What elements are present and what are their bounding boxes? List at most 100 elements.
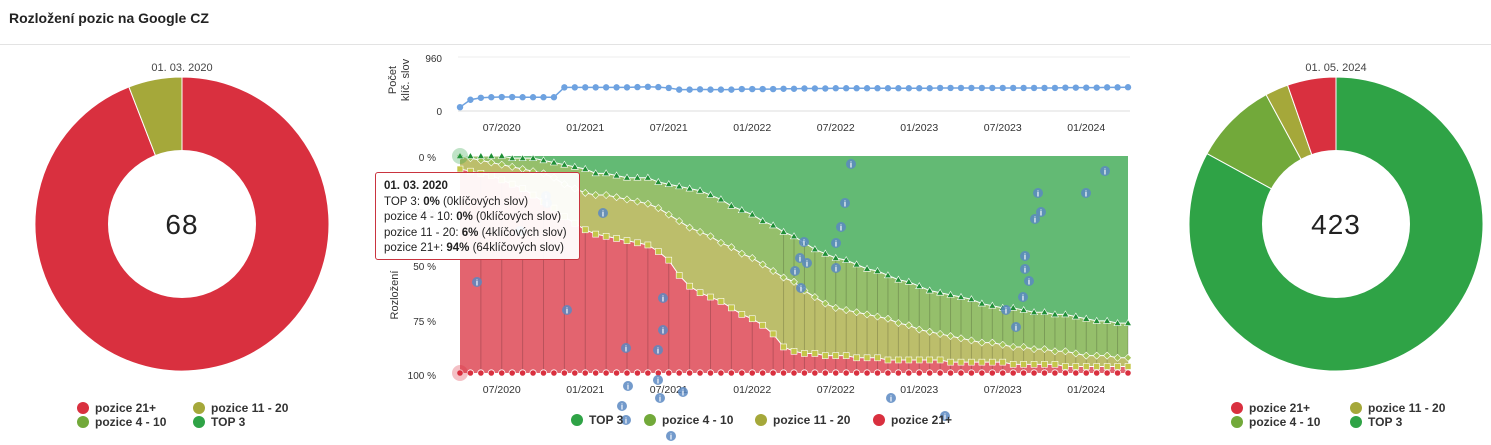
point-p410[interactable] bbox=[643, 199, 652, 208]
right-legend-item-top3[interactable]: TOP 3 bbox=[1350, 415, 1402, 429]
info-icon[interactable]: i bbox=[1011, 322, 1021, 332]
point-p410[interactable] bbox=[831, 303, 840, 312]
point-top3[interactable] bbox=[591, 169, 600, 177]
info-icon[interactable]: i bbox=[1033, 188, 1043, 198]
point-p21[interactable] bbox=[644, 369, 652, 377]
point-p1120[interactable] bbox=[1124, 363, 1132, 370]
info-icon[interactable]: i bbox=[621, 343, 631, 353]
point-top3[interactable] bbox=[1113, 318, 1122, 326]
point-p410[interactable] bbox=[685, 223, 694, 232]
info-icon[interactable]: i bbox=[1018, 292, 1028, 302]
point-p1120[interactable] bbox=[1093, 363, 1100, 370]
point-top3[interactable] bbox=[748, 210, 757, 218]
bottom-legend-item-p410[interactable]: pozice 4 - 10 bbox=[644, 413, 733, 427]
keyword-count-point[interactable] bbox=[947, 84, 954, 92]
point-p1120[interactable] bbox=[790, 347, 798, 355]
point-top3[interactable] bbox=[1103, 316, 1112, 324]
point-p1120[interactable] bbox=[602, 232, 610, 240]
point-top3[interactable] bbox=[539, 156, 548, 164]
point-p1120[interactable] bbox=[748, 315, 756, 323]
keyword-count-point[interactable] bbox=[655, 83, 662, 91]
bottom-legend-item-p21[interactable]: pozice 21+ bbox=[873, 413, 952, 427]
point-p1120[interactable] bbox=[884, 356, 892, 364]
keyword-count-point[interactable] bbox=[863, 85, 871, 92]
point-p1120[interactable] bbox=[1072, 363, 1080, 370]
keyword-count-point[interactable] bbox=[728, 86, 735, 93]
keyword-count-point[interactable] bbox=[602, 84, 610, 91]
point-p410[interactable] bbox=[654, 204, 663, 213]
point-p21[interactable] bbox=[696, 369, 704, 377]
info-icon[interactable]: i bbox=[1020, 251, 1030, 261]
point-p21[interactable] bbox=[1113, 369, 1122, 377]
keyword-count-point[interactable] bbox=[696, 86, 704, 93]
point-p1120[interactable] bbox=[1103, 363, 1111, 370]
point-p1120[interactable] bbox=[1051, 361, 1059, 368]
keyword-count-point[interactable] bbox=[1062, 84, 1069, 91]
point-p21[interactable] bbox=[999, 369, 1007, 377]
point-p21[interactable] bbox=[1072, 369, 1080, 377]
bottom-legend-item-top3[interactable]: TOP 3 bbox=[571, 413, 623, 427]
point-p1120[interactable] bbox=[1114, 363, 1121, 370]
info-icon[interactable]: i bbox=[940, 411, 950, 421]
point-p21[interactable] bbox=[915, 369, 923, 377]
point-top3[interactable] bbox=[560, 160, 569, 168]
point-p1120[interactable] bbox=[905, 356, 913, 364]
info-icon[interactable]: i bbox=[472, 277, 482, 287]
point-p21[interactable] bbox=[863, 369, 871, 377]
point-p21[interactable] bbox=[1124, 369, 1132, 377]
keyword-count-point[interactable] bbox=[529, 94, 537, 101]
point-top3[interactable] bbox=[518, 154, 527, 161]
point-p410[interactable] bbox=[1009, 343, 1018, 351]
point-top3[interactable] bbox=[622, 173, 632, 181]
point-p410[interactable] bbox=[936, 330, 945, 338]
point-p1120[interactable] bbox=[863, 354, 871, 362]
keyword-count-point[interactable] bbox=[759, 85, 766, 93]
point-p410[interactable] bbox=[915, 325, 924, 334]
keyword-count-point[interactable] bbox=[707, 86, 714, 93]
area-pozice-11-20[interactable] bbox=[460, 156, 1128, 367]
point-p1120[interactable] bbox=[989, 358, 996, 366]
point-top3[interactable] bbox=[1092, 316, 1101, 324]
right-legend-item-p410[interactable]: pozice 4 - 10 bbox=[1231, 415, 1320, 429]
point-top3[interactable] bbox=[831, 253, 840, 261]
point-p21[interactable] bbox=[1093, 369, 1101, 377]
info-icon[interactable]: i bbox=[658, 325, 668, 335]
keyword-count-point[interactable] bbox=[477, 94, 485, 101]
point-p1120[interactable] bbox=[895, 356, 902, 364]
point-p410[interactable] bbox=[1103, 351, 1112, 360]
keyword-count-point[interactable] bbox=[749, 85, 756, 93]
right-legend-item-p21[interactable]: pozice 21+ bbox=[1231, 401, 1310, 415]
keyword-count-point[interactable] bbox=[1072, 84, 1080, 91]
left-legend-item-p410[interactable]: pozice 4 - 10 bbox=[77, 415, 166, 429]
point-p21[interactable] bbox=[477, 369, 485, 377]
point-p1120[interactable] bbox=[769, 330, 777, 338]
point-p21[interactable] bbox=[665, 369, 673, 377]
point-p410[interactable] bbox=[633, 197, 642, 206]
point-p21[interactable] bbox=[811, 369, 819, 377]
keyword-count-point[interactable] bbox=[999, 84, 1006, 92]
point-top3[interactable] bbox=[1071, 312, 1080, 320]
point-p410[interactable] bbox=[1082, 351, 1091, 360]
point-p410[interactable] bbox=[998, 340, 1007, 349]
point-p21[interactable] bbox=[800, 369, 809, 377]
keyword-count-point[interactable] bbox=[905, 85, 913, 92]
keyword-count-point[interactable] bbox=[1114, 84, 1121, 91]
info-icon[interactable]: i bbox=[840, 198, 850, 208]
point-p1120[interactable] bbox=[675, 272, 683, 279]
point-p21[interactable] bbox=[717, 369, 725, 377]
left-legend-item-p21[interactable]: pozice 21+ bbox=[77, 401, 156, 415]
point-p21[interactable] bbox=[1082, 369, 1090, 377]
point-p21[interactable] bbox=[1009, 369, 1017, 377]
point-p21[interactable] bbox=[487, 369, 495, 377]
point-p1120[interactable] bbox=[728, 304, 735, 312]
keyword-count-point[interactable] bbox=[916, 85, 923, 92]
info-icon[interactable]: i bbox=[617, 401, 627, 411]
point-top3[interactable] bbox=[1030, 308, 1039, 316]
keyword-count-point[interactable] bbox=[769, 85, 777, 93]
point-p21[interactable] bbox=[727, 369, 735, 377]
point-p21[interactable] bbox=[832, 369, 840, 377]
point-p1120[interactable] bbox=[592, 230, 599, 238]
keyword-count-point[interactable] bbox=[832, 85, 839, 92]
point-top3[interactable] bbox=[852, 260, 861, 268]
keyword-count-point[interactable] bbox=[467, 96, 474, 103]
